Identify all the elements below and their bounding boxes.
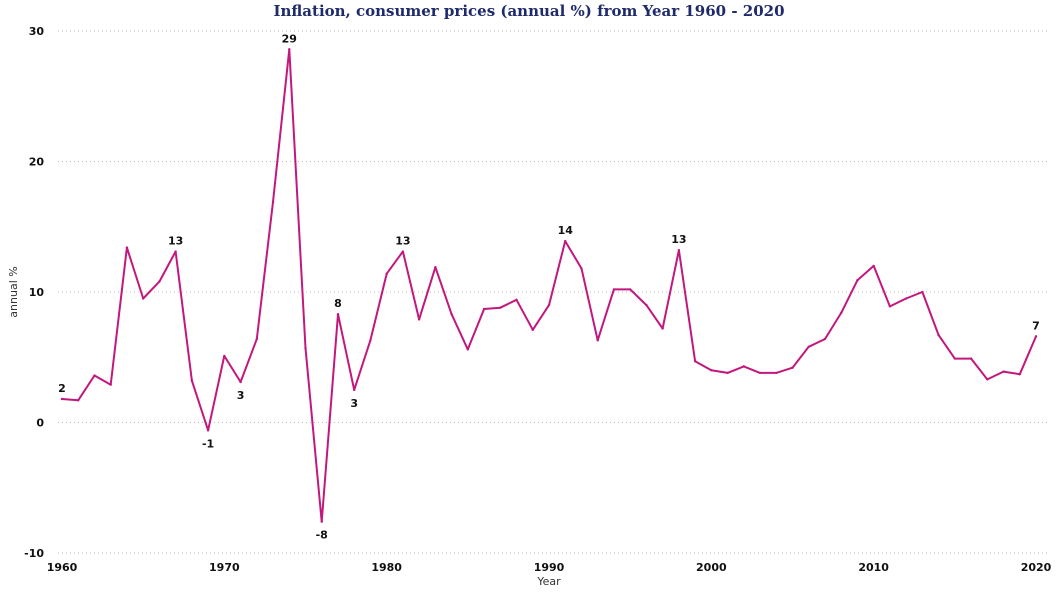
data-label: 2 bbox=[58, 382, 66, 395]
data-point bbox=[840, 311, 843, 315]
data-point bbox=[596, 339, 599, 342]
chart-title: Inflation, consumer prices (annual %) fr… bbox=[273, 2, 784, 20]
data-label: 29 bbox=[282, 32, 297, 45]
data-point bbox=[271, 200, 275, 204]
data-point bbox=[612, 288, 616, 291]
data-point bbox=[158, 280, 161, 283]
data-point bbox=[190, 379, 194, 382]
y-tick-label: 10 bbox=[29, 286, 45, 299]
series-line bbox=[61, 48, 1037, 523]
data-point bbox=[661, 327, 664, 330]
data-point bbox=[693, 359, 697, 363]
data-point bbox=[823, 337, 827, 341]
data-label: 13 bbox=[395, 235, 410, 248]
data-point bbox=[499, 306, 502, 309]
y-tick-label: 20 bbox=[29, 156, 45, 169]
data-point bbox=[223, 354, 226, 358]
data-point bbox=[353, 388, 356, 392]
data-point bbox=[93, 374, 96, 377]
data-point bbox=[1018, 373, 1021, 376]
data-point bbox=[547, 303, 551, 307]
data-label: 13 bbox=[671, 233, 686, 246]
data-point bbox=[255, 337, 258, 341]
data-point bbox=[937, 333, 940, 337]
data-point bbox=[385, 272, 388, 275]
data-point bbox=[288, 48, 291, 51]
data-point bbox=[1002, 370, 1005, 373]
data-point bbox=[710, 369, 713, 372]
data-point bbox=[401, 250, 405, 253]
x-tick-label: 2010 bbox=[858, 561, 889, 574]
data-point bbox=[775, 371, 778, 375]
data-point bbox=[580, 267, 583, 270]
data-label: -1 bbox=[202, 437, 214, 450]
data-point bbox=[856, 279, 859, 282]
data-point bbox=[239, 380, 242, 384]
data-label: 3 bbox=[237, 389, 245, 402]
data-point bbox=[109, 383, 112, 386]
data-label: 13 bbox=[168, 235, 183, 248]
data-point bbox=[482, 307, 486, 311]
gridlines bbox=[58, 30, 1050, 554]
y-axis-ticks: -10 0 10 20 30 bbox=[24, 25, 44, 560]
data-point bbox=[77, 399, 80, 402]
data-point bbox=[888, 305, 892, 308]
series-layer bbox=[61, 48, 1037, 523]
data-label: 7 bbox=[1032, 319, 1040, 332]
data-point bbox=[304, 346, 307, 350]
x-tick-label: 2000 bbox=[696, 561, 727, 574]
data-label: 14 bbox=[558, 224, 574, 237]
data-point bbox=[726, 371, 729, 375]
data-point bbox=[1034, 335, 1038, 338]
data-point bbox=[450, 312, 453, 316]
y-axis-label: annual % bbox=[7, 266, 20, 317]
data-point bbox=[141, 297, 145, 300]
data-point bbox=[417, 318, 421, 321]
data-point bbox=[904, 297, 908, 300]
data-point bbox=[742, 365, 745, 368]
data-point bbox=[206, 429, 210, 432]
x-tick-label: 1960 bbox=[47, 561, 78, 574]
data-point bbox=[807, 345, 810, 349]
data-label: -8 bbox=[316, 529, 328, 542]
data-point bbox=[369, 339, 372, 342]
x-axis-ticks: 1960 1970 1980 1990 2000 2010 2020 bbox=[47, 561, 1052, 574]
data-point bbox=[986, 378, 989, 381]
data-label: 8 bbox=[334, 297, 342, 310]
data-point bbox=[645, 303, 648, 307]
data-labels: 2 13 -1 3 29 -8 8 3 13 14 13 7 bbox=[58, 32, 1040, 541]
data-points bbox=[60, 48, 1038, 523]
data-label: 3 bbox=[350, 397, 358, 410]
data-point bbox=[531, 328, 534, 332]
x-tick-label: 1980 bbox=[371, 561, 402, 574]
data-point bbox=[628, 288, 632, 291]
data-point bbox=[872, 264, 875, 268]
data-point bbox=[921, 290, 924, 294]
data-point bbox=[564, 239, 567, 243]
data-point bbox=[953, 357, 957, 360]
y-tick-label: 30 bbox=[29, 25, 45, 38]
data-point bbox=[320, 520, 323, 523]
x-tick-label: 1990 bbox=[534, 561, 565, 574]
data-point bbox=[677, 249, 681, 252]
data-point bbox=[791, 366, 794, 369]
data-point bbox=[466, 348, 470, 351]
x-axis-label: Year bbox=[536, 575, 561, 588]
data-point bbox=[434, 266, 437, 269]
data-point bbox=[60, 397, 64, 401]
data-point bbox=[969, 357, 973, 360]
y-tick-label: 0 bbox=[36, 417, 44, 430]
data-point bbox=[515, 298, 518, 302]
data-point bbox=[336, 312, 340, 316]
y-tick-label: -10 bbox=[24, 547, 44, 560]
data-point bbox=[174, 250, 177, 253]
x-tick-label: 1970 bbox=[209, 561, 240, 574]
data-point bbox=[125, 246, 129, 249]
data-point bbox=[758, 371, 762, 375]
x-tick-label: 2020 bbox=[1021, 561, 1052, 574]
